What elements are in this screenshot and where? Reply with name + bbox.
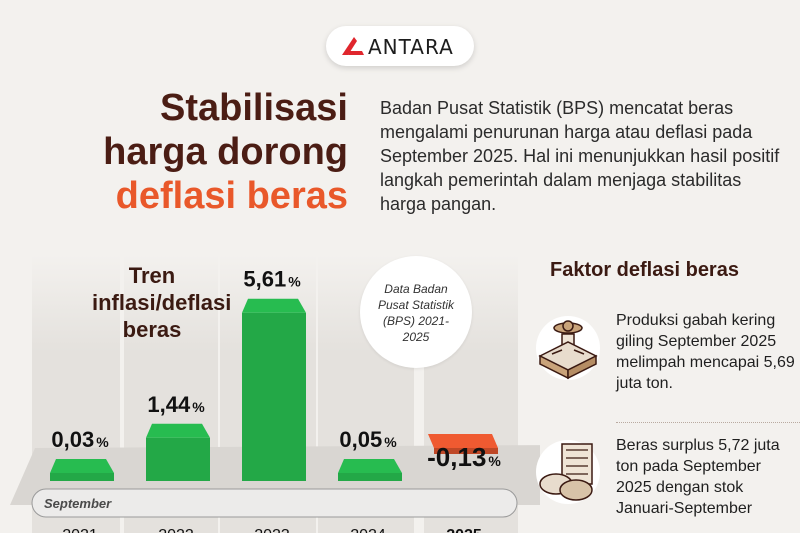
rice-stock-icon: [539, 443, 593, 501]
period-label: September: [44, 496, 112, 511]
value-label-2021: 0,03%: [51, 427, 109, 452]
chart-title: Tren inflasi/deflasi beras: [92, 263, 232, 342]
factor-text-2: Beras surplus 5,72 juta ton pada Septemb…: [616, 437, 780, 517]
intro-paragraph: Badan Pusat Statistik (BPS) mencatat ber…: [380, 98, 780, 214]
year-label-2024: 2024: [350, 527, 386, 533]
year-label-2022: 2022: [158, 527, 194, 533]
antara-logo: ANTARA: [326, 26, 474, 66]
headline-line-2: harga dorong: [103, 131, 348, 173]
factor-divider: [616, 422, 800, 423]
antara-logo-text: ANTARA: [368, 35, 454, 59]
factor-text-1: Produksi gabah kering giling September 2…: [616, 312, 795, 392]
bar-2025: [428, 434, 498, 454]
factors-title: Faktor deflasi beras: [550, 259, 739, 281]
farmer-harvest-icon: [538, 320, 598, 380]
bar-2024: [338, 459, 402, 481]
year-label-2023: 2023: [254, 527, 290, 533]
bar-2022: [146, 423, 210, 481]
bar-2021: [50, 459, 114, 481]
headline-line-1: Stabilisasi: [160, 87, 348, 129]
source-badge: Data Badan Pusat Statistik (BPS) 2021-20…: [360, 256, 472, 368]
source-text: Data Badan Pusat Statistik (BPS) 2021-20…: [377, 282, 455, 344]
year-label-2025: 2025: [446, 527, 482, 533]
value-label-2024: 0,05%: [339, 427, 397, 452]
antara-logo-icon: [342, 37, 364, 55]
headline-line-3: deflasi beras: [115, 175, 348, 217]
value-label-2023: 5,61%: [243, 267, 301, 292]
year-label-2021: 2021: [62, 527, 98, 533]
bar-2023: [242, 298, 306, 481]
value-label-2022: 1,44%: [147, 392, 205, 417]
period-bar: [31, 488, 518, 518]
value-label-2025: -0,13%: [427, 442, 501, 472]
